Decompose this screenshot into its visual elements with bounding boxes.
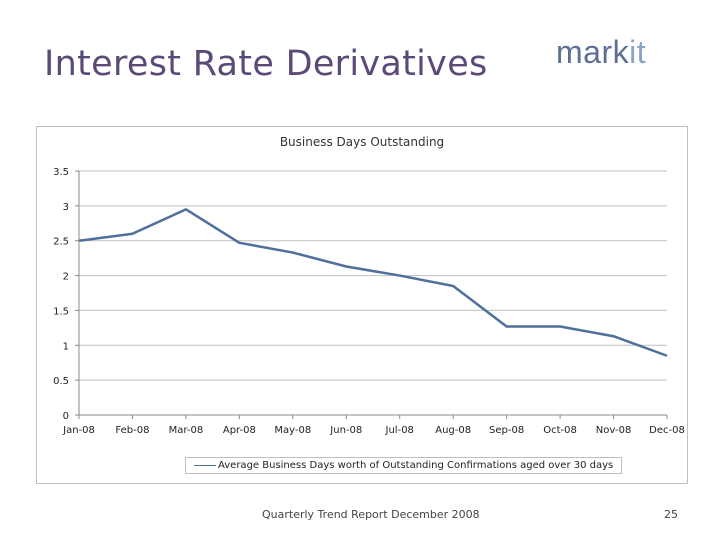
logo-accent-text: it xyxy=(629,34,647,70)
chart-area: Business Days Outstanding 0 0.5 1 1.5 2 2.5 3 3… xyxy=(36,126,688,484)
x-tick-label: Apr-08 xyxy=(223,425,256,436)
legend-swatch xyxy=(194,465,216,466)
x-tick-label: Sep-08 xyxy=(489,425,524,436)
y-tick-label: 3 xyxy=(63,202,69,213)
x-tick-label: Aug-08 xyxy=(435,425,471,436)
x-tick-label: Jan-08 xyxy=(62,425,95,436)
x-tick-label: Feb-08 xyxy=(115,425,149,436)
y-tick-label: 3.5 xyxy=(53,167,69,178)
legend-label: Average Business Days worth of Outstandi… xyxy=(218,460,614,471)
y-tick-label: 2.5 xyxy=(53,237,69,248)
x-tick-label: Jul-08 xyxy=(385,425,414,436)
markit-logo: markit xyxy=(556,34,646,71)
logo-main-text: mark xyxy=(556,34,630,70)
x-tick-label: Nov-08 xyxy=(596,425,632,436)
line-chart: 0 0.5 1 1.5 2 2.5 3 3.5 Jan-08 Feb-08 Mar-08 Apr-08… xyxy=(53,167,685,436)
x-tick-label: Dec-08 xyxy=(649,425,685,436)
y-tick-label: 0.5 xyxy=(53,376,69,387)
y-tick-label: 1 xyxy=(63,341,69,352)
x-tick-label: Mar-08 xyxy=(169,425,204,436)
chart-title: Business Days Outstanding xyxy=(279,135,445,149)
slide-title: Interest Rate Derivatives xyxy=(44,44,488,84)
y-tick-label: 0 xyxy=(63,411,69,422)
page-number: 25 xyxy=(664,508,678,521)
y-tick-label: 1.5 xyxy=(53,306,69,317)
footer-text: Quarterly Trend Report December 2008 xyxy=(262,508,480,521)
series-line xyxy=(78,208,668,357)
chart-legend: Average Business Days worth of Outstandi… xyxy=(185,457,623,474)
x-tick-label: Jun-08 xyxy=(329,425,362,436)
x-tick-label: Oct-08 xyxy=(543,425,577,436)
y-tick-label: 2 xyxy=(63,272,69,283)
x-tick-label: May-08 xyxy=(274,425,311,436)
